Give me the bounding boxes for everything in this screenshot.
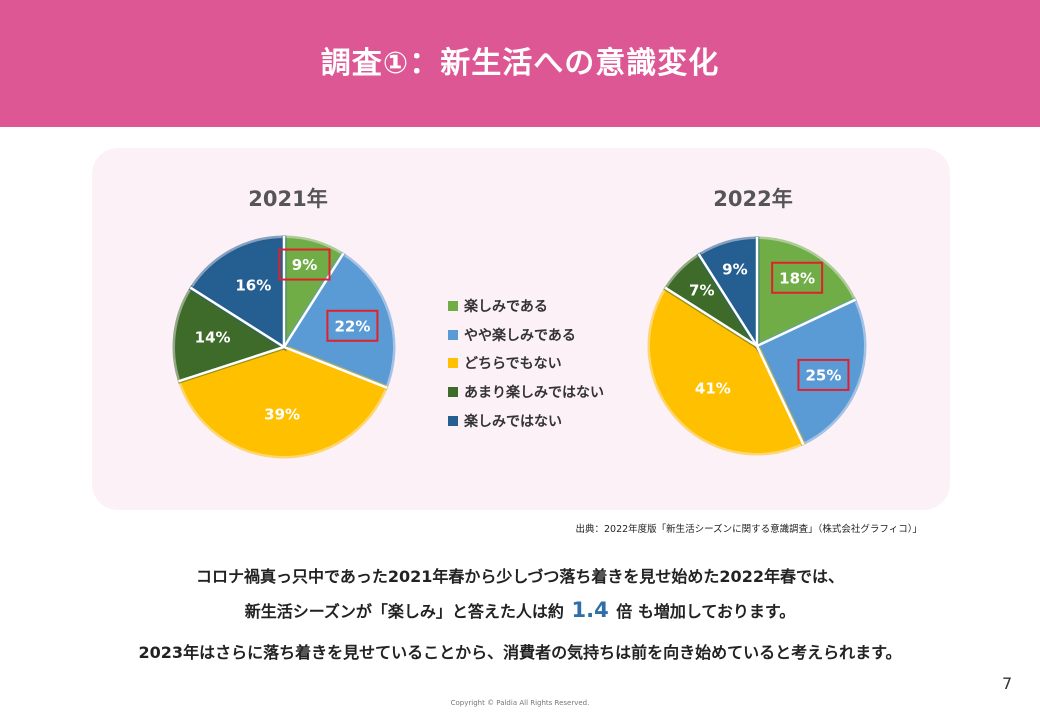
slice-label: 9% — [292, 256, 317, 274]
legend-item: どちらでもない — [448, 349, 604, 378]
slice-label: 18% — [779, 269, 815, 287]
legend-label: あまり楽しみではない — [464, 385, 604, 402]
legend-swatch — [448, 301, 458, 312]
slice-separator — [756, 298, 857, 348]
summary-multiplier: 1.4 — [571, 598, 609, 622]
slice-label: 14% — [195, 328, 231, 346]
legend-swatch — [448, 387, 458, 398]
highlight-box — [797, 358, 850, 391]
summary-line-3: 2023年はさらに落ち着きを見せていることから、消費者の気持ちは前を向き始めてい… — [138, 643, 902, 662]
slice-separator — [755, 345, 805, 446]
pie-slice — [753, 297, 867, 447]
copyright: Copyright © Paldia All Rights Reserved. — [450, 699, 590, 707]
slice-label: 22% — [334, 317, 370, 335]
summary-line-2-prefix: 新生活シーズンが「楽しみ」と答えた人は約 — [244, 602, 564, 621]
pie-slice — [172, 285, 290, 384]
legend-swatch — [448, 415, 458, 426]
slice-label: 9% — [722, 260, 747, 278]
slice-separator — [697, 253, 759, 347]
slice-label: 7% — [689, 281, 714, 299]
summary-line-2-suffix: 倍 も増加しております。 — [616, 602, 796, 621]
slice-label: 41% — [695, 379, 731, 397]
pie-slice — [647, 285, 806, 456]
legend-label: どちらでもない — [464, 356, 562, 373]
slice-separator — [189, 286, 285, 349]
chart-legend: 楽しみである やや楽しみである どちらでもない あまり楽しみではない 楽しみでは… — [448, 292, 604, 435]
slice-label: 39% — [264, 405, 300, 423]
legend-label: やや楽しみである — [464, 327, 576, 344]
highlight-box — [326, 309, 379, 342]
legend-item: あまり楽しみではない — [448, 378, 604, 407]
legend-item: やや楽しみである — [448, 321, 604, 350]
summary-line-1: コロナ禍真っ只中であった2021年春から少しづつ落ち着きを見せ始めた2022年春… — [196, 567, 844, 586]
legend-swatch — [448, 358, 458, 369]
legend-label: 楽しみではない — [464, 413, 562, 430]
legend-item: 楽しみではない — [448, 406, 604, 435]
slice-separator — [664, 286, 758, 348]
source-citation: 出典：2022年度版「新生活シーズンに関する意識調査」（株式会社グラフィコ）」 — [575, 524, 922, 535]
page-title: 調査①：新生活への意識変化 — [320, 46, 720, 81]
chart-title-2021: 2021年 — [248, 187, 328, 211]
slice-separator — [283, 345, 388, 390]
summary-line-2: 新生活シーズンが「楽しみ」と答えた人は約 1.4 倍 も増加しております。 — [0, 598, 1040, 622]
highlight-box — [278, 248, 331, 281]
pie-slice — [188, 235, 287, 352]
pie-slice — [280, 251, 396, 391]
slice-label: 16% — [235, 276, 271, 294]
header-bar: 調査①：新生活への意識変化 — [0, 0, 1040, 127]
page-number: 7 — [1002, 674, 1013, 693]
legend-item: 楽しみである — [448, 292, 604, 321]
legend-swatch — [448, 329, 458, 340]
highlight-box — [771, 261, 824, 294]
pie-slice — [177, 344, 389, 459]
legend-label: 楽しみである — [464, 299, 548, 316]
slice-separator — [282, 252, 345, 348]
slice-label: 25% — [805, 366, 841, 384]
chart-title-2022: 2022年 — [713, 187, 793, 211]
slice-separator — [178, 345, 285, 383]
